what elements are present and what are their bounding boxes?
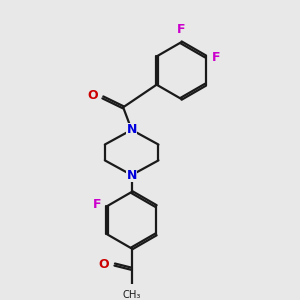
Text: O: O [87,89,98,103]
Text: N: N [127,123,137,136]
Text: F: F [212,51,220,64]
Text: F: F [92,198,101,211]
Text: O: O [98,258,109,271]
Text: F: F [177,23,185,36]
Text: N: N [127,169,137,182]
Text: CH₃: CH₃ [122,290,141,300]
